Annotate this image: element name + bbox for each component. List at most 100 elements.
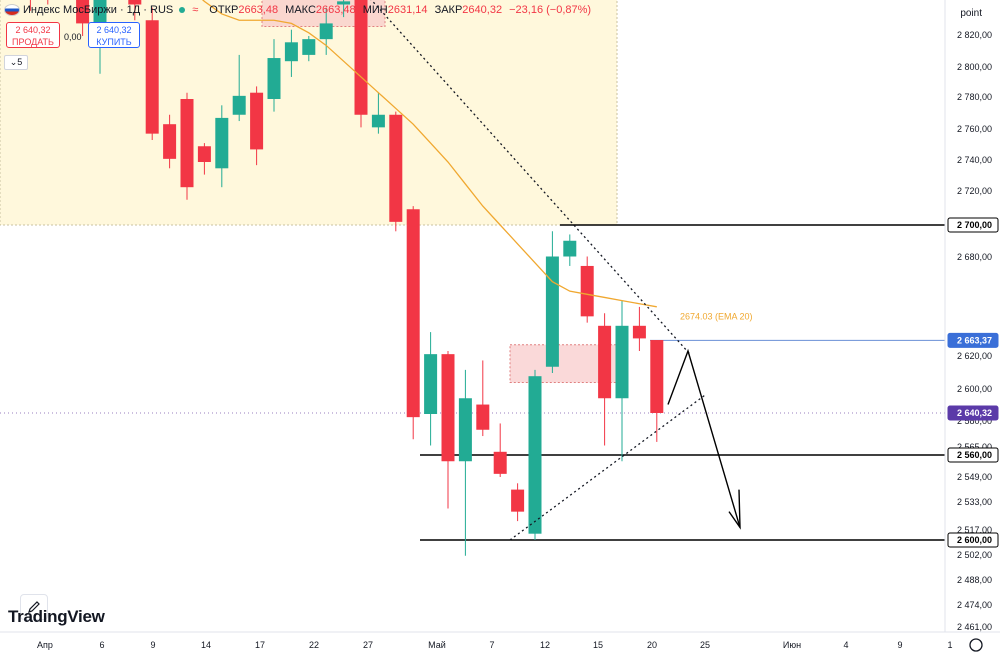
candle-body[interactable] bbox=[511, 489, 525, 512]
close-value: 2640,32 bbox=[462, 4, 503, 16]
candle-body[interactable] bbox=[615, 325, 629, 399]
wave-icon: ≈ bbox=[192, 4, 199, 16]
market-open-dot-icon bbox=[179, 7, 186, 13]
x-tick-label: 12 bbox=[540, 640, 550, 650]
y-tick-label: 2 820,00 bbox=[957, 30, 992, 40]
close-label: ЗАКР bbox=[434, 4, 463, 16]
candle-body[interactable] bbox=[197, 146, 211, 162]
sell-label: ПРОДАТЬ bbox=[12, 37, 54, 47]
y-tick-label: 2 800,00 bbox=[957, 62, 992, 72]
x-tick-label: 4 bbox=[843, 640, 848, 650]
gear-icon[interactable] bbox=[969, 638, 983, 652]
candle-body[interactable] bbox=[424, 354, 438, 414]
candle-body[interactable] bbox=[476, 404, 490, 430]
candle-body[interactable] bbox=[650, 340, 664, 413]
y-tick-label: 2 760,00 bbox=[957, 124, 992, 134]
candle-body[interactable] bbox=[528, 376, 542, 534]
candle-body[interactable] bbox=[441, 354, 455, 462]
ohlc-values: ОТКР2663,48 МАКС2663,48 МИН2631,14 ЗАКР2… bbox=[205, 4, 591, 16]
candle-body[interactable] bbox=[406, 209, 420, 418]
price-label-box bbox=[947, 532, 999, 548]
candle-body[interactable] bbox=[354, 0, 368, 115]
candle-body[interactable] bbox=[580, 265, 594, 317]
price-label-text: 2 600,00 bbox=[957, 535, 992, 545]
scale-mode-label[interactable]: point bbox=[960, 8, 982, 19]
y-tick-label: 2 580,00 bbox=[957, 416, 992, 426]
price-axis[interactable] bbox=[945, 0, 1000, 632]
y-tick-label: 2 720,00 bbox=[957, 186, 992, 196]
candle-body[interactable] bbox=[458, 398, 472, 462]
y-tick-label: 2 780,00 bbox=[957, 92, 992, 102]
candle-body[interactable] bbox=[545, 256, 559, 367]
candle-body[interactable] bbox=[128, 0, 142, 5]
price-label-text: 2 663,37 bbox=[957, 335, 992, 345]
candle-body[interactable] bbox=[284, 42, 298, 62]
trendline[interactable] bbox=[509, 394, 706, 541]
low-label: МИН bbox=[362, 4, 388, 16]
y-tick-label: 2 600,00 bbox=[957, 384, 992, 394]
y-tick-label: 2 740,00 bbox=[957, 155, 992, 165]
high-value: 2663,48 bbox=[315, 4, 356, 16]
candle-body[interactable] bbox=[319, 23, 333, 40]
candle-body[interactable] bbox=[267, 58, 281, 99]
y-tick-label: 2 565,00 bbox=[957, 442, 992, 452]
tradingview-logo: TradingView bbox=[8, 607, 105, 626]
y-tick-label: 2 620,00 bbox=[957, 351, 992, 361]
high-label: МАКС bbox=[285, 4, 316, 16]
price-label-box bbox=[947, 447, 999, 463]
y-tick-label: 2 517,00 bbox=[957, 525, 992, 535]
forecast-arrowhead-icon bbox=[728, 489, 741, 530]
x-tick-label: 14 bbox=[201, 640, 211, 650]
candle-body[interactable] bbox=[302, 39, 316, 55]
y-tick-label: 2 533,00 bbox=[957, 497, 992, 507]
candle-body[interactable] bbox=[93, 0, 107, 27]
x-tick-label: 6 bbox=[99, 640, 104, 650]
forecast-path[interactable] bbox=[667, 348, 741, 528]
sell-button[interactable]: 2 640,32 ПРОДАТЬ bbox=[6, 22, 60, 48]
change-value: −23,16 (−0,87%) bbox=[509, 4, 592, 16]
candle-body[interactable] bbox=[563, 240, 577, 257]
price-label-box bbox=[947, 217, 999, 233]
x-tick-label: Май bbox=[428, 640, 446, 650]
candle-body[interactable] bbox=[163, 124, 177, 159]
candle-body[interactable] bbox=[337, 1, 351, 5]
candle-body[interactable] bbox=[632, 325, 646, 339]
candle-body[interactable] bbox=[493, 451, 507, 474]
x-tick-label: 27 bbox=[363, 640, 373, 650]
symbol-header[interactable]: Индекс МосБиржи · 1Д · RUS ≈ ОТКР2663,48… bbox=[4, 4, 591, 16]
x-tick-label: 22 bbox=[309, 640, 319, 650]
x-tick-label: 9 bbox=[150, 640, 155, 650]
buy-label: КУПИТЬ bbox=[96, 37, 132, 47]
open-label: ОТКР bbox=[209, 4, 239, 16]
candle-body[interactable] bbox=[389, 114, 403, 222]
ema20-line bbox=[201, 0, 657, 308]
x-tick-label: 1 bbox=[947, 640, 952, 650]
price-label-box bbox=[947, 405, 999, 421]
candle-body[interactable] bbox=[598, 325, 612, 399]
candle-body[interactable] bbox=[232, 95, 246, 115]
buy-button[interactable]: 2 640,32 КУПИТЬ bbox=[88, 22, 140, 48]
x-tick-label: 9 bbox=[897, 640, 902, 650]
price-label-text: 2 640,32 bbox=[957, 408, 992, 418]
x-tick-label: 25 bbox=[700, 640, 710, 650]
candle-body[interactable] bbox=[145, 20, 159, 134]
y-tick-label: 2 474,00 bbox=[957, 600, 992, 610]
ema-label: 2674.03 (EMA 20) bbox=[680, 312, 753, 322]
open-value: 2663,48 bbox=[238, 4, 279, 16]
drawing-tool-button[interactable] bbox=[20, 594, 48, 620]
x-tick-label: 15 bbox=[593, 640, 603, 650]
indicators-toggle[interactable]: ⌄5 bbox=[4, 55, 28, 70]
price-label-box bbox=[947, 332, 999, 348]
low-value: 2631,14 bbox=[387, 4, 428, 16]
candle-body[interactable] bbox=[371, 114, 385, 128]
candle-body[interactable] bbox=[180, 99, 194, 188]
y-tick-label: 2 461,00 bbox=[957, 622, 992, 632]
russia-flag-icon bbox=[4, 4, 20, 16]
candle-body[interactable] bbox=[250, 92, 264, 150]
candle-body[interactable] bbox=[215, 117, 229, 169]
candle-body[interactable] bbox=[76, 0, 90, 24]
symbol-title[interactable]: Индекс МосБиржи · 1Д · RUS bbox=[23, 4, 174, 16]
x-tick-label: 17 bbox=[255, 640, 265, 650]
